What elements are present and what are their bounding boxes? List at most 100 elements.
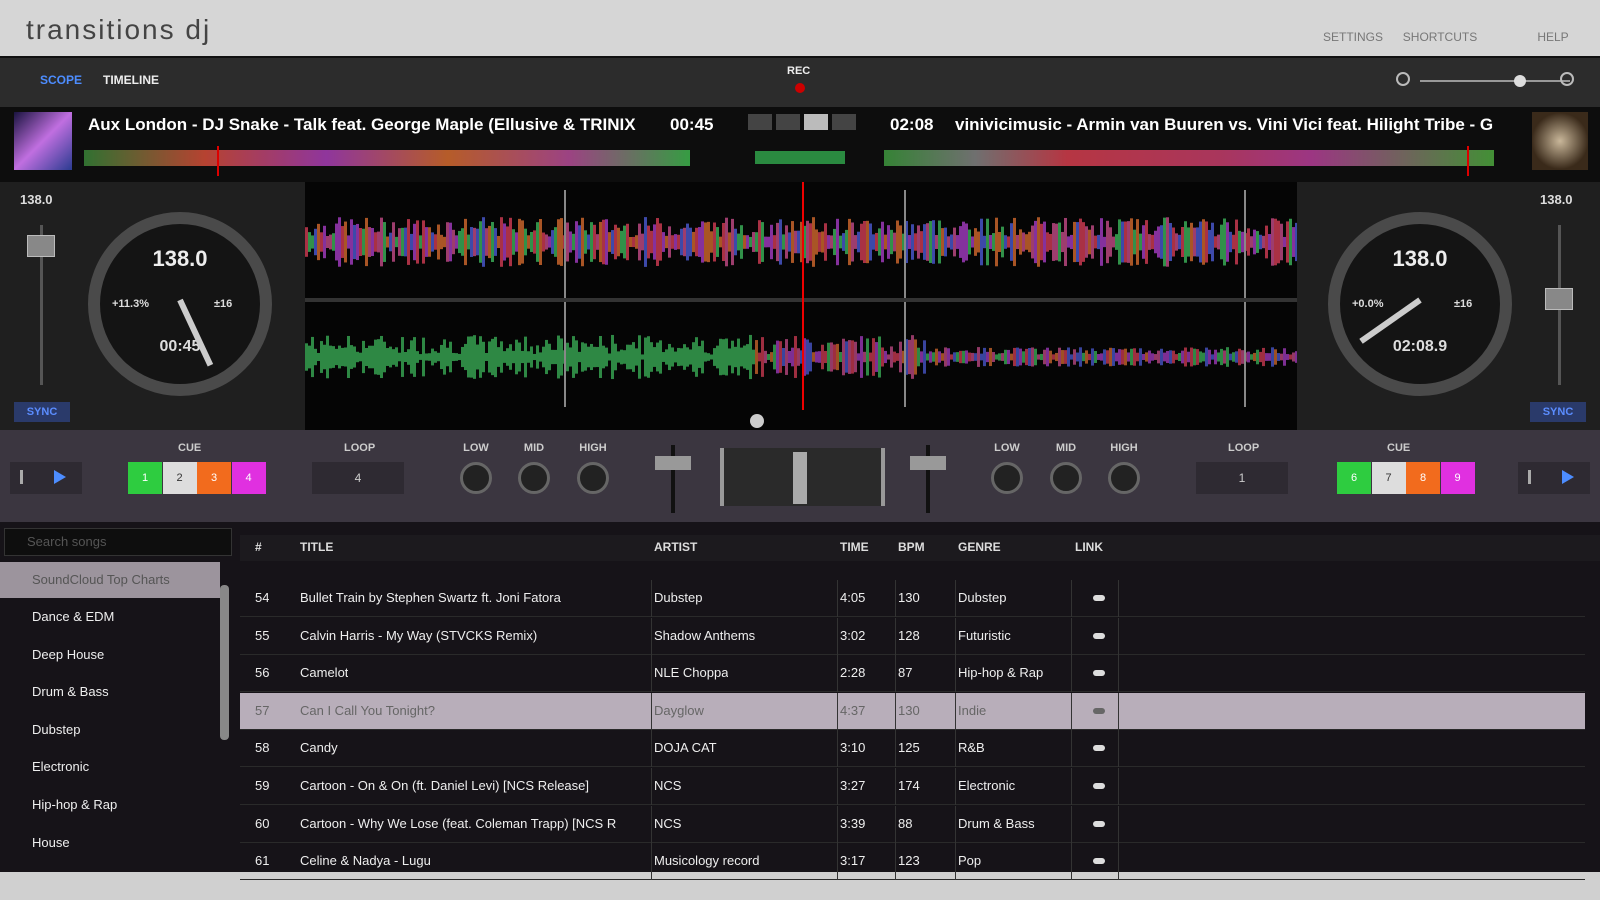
play-button[interactable]: [54, 470, 66, 484]
wave-bar: [674, 351, 677, 363]
column-header[interactable]: TITLE: [300, 540, 334, 554]
wave-bar: [1145, 220, 1148, 264]
wave-bar: [1157, 350, 1160, 364]
zoom-in[interactable]: [1560, 72, 1574, 86]
genre-item[interactable]: Deep House: [32, 646, 105, 662]
loop-control[interactable]: 1: [1196, 462, 1288, 494]
table-row[interactable]: 54 Bullet Train by Stephen Swartz ft. Jon…: [240, 580, 1585, 617]
column-header[interactable]: BPM: [898, 540, 925, 554]
column-header[interactable]: LINK: [1075, 540, 1103, 554]
column-divider: [837, 805, 838, 843]
channel-fader[interactable]: [655, 456, 691, 470]
wave-bar: [512, 350, 515, 364]
menu-link[interactable]: SETTINGS: [1322, 30, 1384, 44]
cue-button[interactable]: 9: [1440, 462, 1475, 494]
cue-button[interactable]: 8: [1406, 462, 1440, 494]
loop-control[interactable]: 4: [312, 462, 404, 494]
wave-bar: [878, 228, 881, 256]
link-icon[interactable]: [1093, 745, 1105, 752]
wave-bar: [794, 230, 797, 254]
table-row[interactable]: 56 Camelot NLE Choppa 2:28 87 Hip-hop & Rap: [240, 655, 1585, 693]
wave-bar: [470, 336, 473, 378]
sync-button[interactable]: SYNC: [1530, 402, 1586, 422]
wave-bar: [686, 347, 689, 367]
cue-button[interactable]: 4: [231, 462, 266, 494]
column-divider: [837, 580, 838, 617]
menu-link[interactable]: HELP: [1537, 30, 1569, 44]
link-icon[interactable]: [1093, 858, 1105, 865]
view-toggle[interactable]: [832, 114, 856, 130]
view-toggle[interactable]: [804, 114, 828, 130]
tab[interactable]: SCOPE: [40, 73, 83, 87]
eq-knob[interactable]: [518, 462, 550, 494]
search-box[interactable]: Search songs: [4, 528, 232, 556]
link-icon[interactable]: [1093, 632, 1105, 639]
prev-button[interactable]: [1528, 470, 1542, 484]
menu-link[interactable]: SHORTCUTS: [1402, 30, 1478, 44]
genre-item[interactable]: Electronic: [32, 759, 90, 775]
link-icon[interactable]: [1093, 820, 1105, 827]
table-cell: Futuristic: [958, 627, 1011, 643]
table-row[interactable]: 55 Calvin Harris - My Way (STVCKS Remix) S…: [240, 617, 1585, 655]
zoom-handle[interactable]: [1514, 75, 1526, 87]
column-header[interactable]: GENRE: [958, 540, 1001, 554]
table-row[interactable]: 61 Celine & Nadya - Lugu Musicology record…: [240, 843, 1585, 881]
eq-knob[interactable]: [1108, 462, 1140, 494]
eq-knob[interactable]: [991, 462, 1023, 494]
link-icon[interactable]: [1093, 670, 1105, 677]
cue-button[interactable]: 7: [1371, 462, 1406, 494]
wave-bar: [761, 337, 764, 377]
eq-knob[interactable]: [577, 462, 609, 494]
channel-fader[interactable]: [910, 456, 946, 470]
table-row[interactable]: 60 Cartoon - Why We Lose (feat. Coleman T…: [240, 805, 1585, 843]
column-divider: [1071, 730, 1072, 768]
wave-bar: [851, 340, 854, 374]
view-toggle[interactable]: [748, 114, 772, 130]
genre-item[interactable]: Hip-hop & Rap: [32, 797, 118, 812]
genre-item[interactable]: Dance & EDM: [32, 609, 115, 624]
link-icon[interactable]: [1093, 707, 1105, 714]
wave-bar: [560, 338, 563, 376]
tab[interactable]: TIMELINE: [103, 73, 159, 87]
cue-button[interactable]: 6: [1337, 462, 1371, 494]
eq-knob[interactable]: [1050, 462, 1082, 494]
play-button[interactable]: [1562, 470, 1574, 484]
wave-bar: [953, 352, 956, 362]
table-cell: Can I Call You Tonight?: [300, 702, 435, 718]
prev-button[interactable]: [20, 470, 34, 484]
eq-knob[interactable]: [460, 462, 492, 494]
crossfader-handle[interactable]: [793, 452, 807, 504]
zoom-out[interactable]: [1396, 72, 1410, 86]
column-header[interactable]: #: [255, 540, 262, 554]
rec-button[interactable]: [795, 83, 805, 93]
mini-waveform: [884, 150, 1494, 166]
sync-button[interactable]: SYNC: [14, 402, 70, 422]
cue-button[interactable]: 3: [197, 462, 231, 494]
genre-item[interactable]: Dubstep: [32, 721, 81, 737]
cue-button[interactable]: 1: [128, 462, 162, 494]
wave-bar: [785, 225, 788, 259]
pitch-handle[interactable]: [27, 235, 55, 257]
view-toggle[interactable]: [776, 114, 800, 130]
genre-item[interactable]: Drum & Bass: [32, 684, 109, 700]
channel-fader-track: [671, 445, 675, 513]
column-header[interactable]: ARTIST: [654, 540, 698, 554]
table-row[interactable]: 58 Candy DOJA CAT 3:10 125 R&B: [240, 730, 1585, 768]
table-cell: 3:17: [840, 853, 866, 869]
cue-button[interactable]: 2: [162, 462, 197, 494]
pitch-handle[interactable]: [1545, 288, 1573, 310]
genre-item[interactable]: House: [32, 834, 70, 850]
table-row[interactable]: 59 Cartoon - On & On (ft. Daniel Levi) [N…: [240, 768, 1585, 805]
wave-bar: [626, 223, 629, 261]
wave-bar: [923, 340, 926, 374]
wave-bar: [716, 227, 719, 257]
wave-bar: [401, 337, 404, 377]
table-row[interactable]: 57 Can I Call You Tonight? Dayglow 4:37 130 I…: [240, 692, 1585, 730]
wave-bar: [1283, 236, 1286, 248]
link-icon[interactable]: [1093, 783, 1105, 789]
link-icon[interactable]: [1093, 595, 1105, 601]
wave-bar: [803, 338, 806, 376]
column-header[interactable]: TIME: [840, 540, 869, 554]
wave-bar: [1067, 347, 1070, 367]
source-item[interactable]: SoundCloud Top Charts: [0, 562, 220, 598]
